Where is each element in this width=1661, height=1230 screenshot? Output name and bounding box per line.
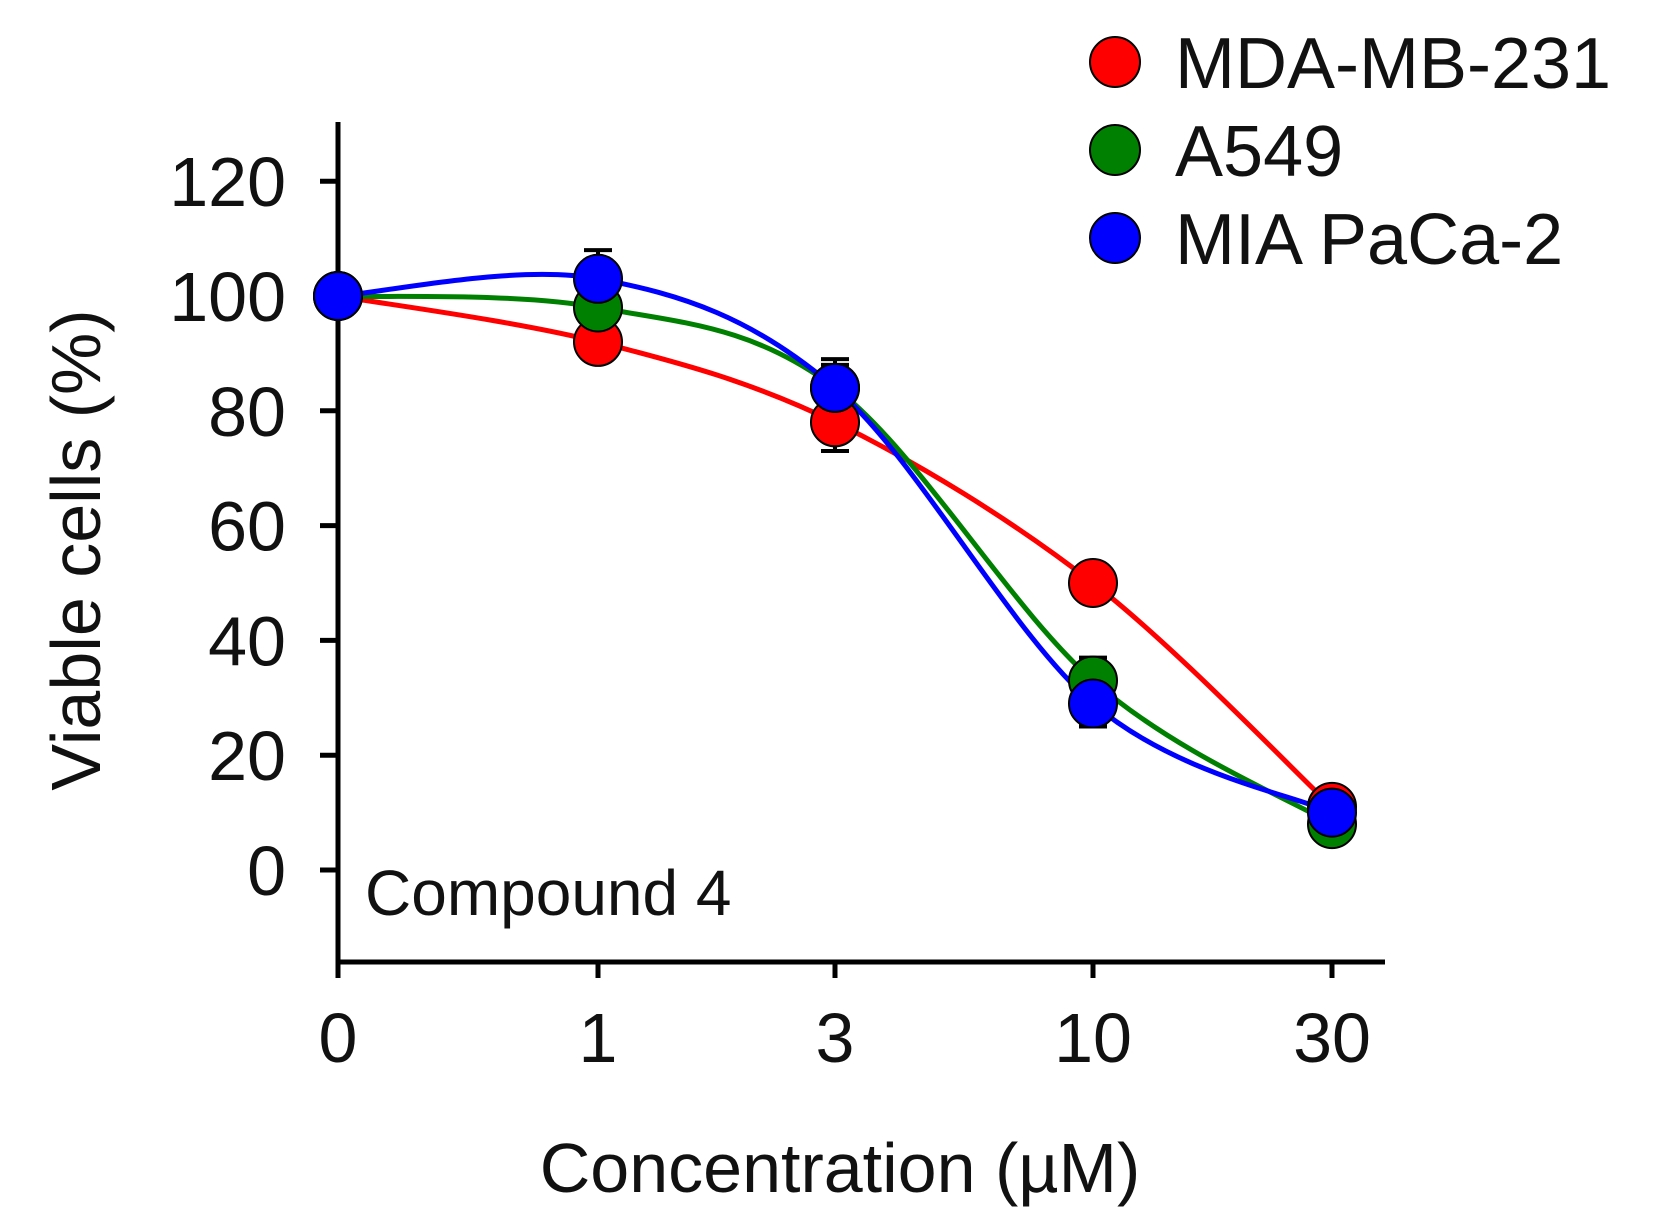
y-tick-label: 60 [208, 488, 286, 566]
chart-annotation: Compound 4 [365, 857, 731, 929]
legend-label: MIA PaCa-2 [1175, 200, 1563, 280]
y-tick-label: 40 [208, 602, 286, 680]
point-mia-paca-2 [1068, 678, 1118, 729]
y-tick-label: 100 [169, 258, 286, 336]
x-axis-title: Concentration (µM) [540, 1129, 1141, 1207]
point-mda-mb-231 [1068, 558, 1118, 608]
x-tick-label: 3 [816, 999, 855, 1077]
point-mia-paca-2 [573, 253, 623, 304]
point-mia-paca-2 [1307, 787, 1357, 838]
legend-marker [1089, 212, 1141, 264]
x-tick-label: 1 [579, 999, 618, 1077]
legend-label: A549 [1175, 112, 1343, 192]
y-ticks: 0 20 40 60 80 100 120 [169, 143, 338, 910]
x-ticks: 0 1 3 10 30 [319, 962, 1371, 1077]
x-tick-label: 0 [319, 999, 358, 1077]
y-tick-label: 20 [208, 717, 286, 795]
point-mia-paca-2 [810, 362, 860, 413]
y-tick-label: 0 [247, 832, 286, 910]
y-tick-label: 120 [169, 143, 286, 221]
x-tick-label: 10 [1054, 999, 1132, 1077]
data-points [313, 253, 1357, 850]
legend-label: MDA-MB-231 [1175, 24, 1611, 104]
legend-marker [1089, 36, 1141, 88]
y-axis-title: Viable cells (%) [37, 309, 115, 790]
y-tick-label: 80 [208, 373, 286, 451]
point-mia-paca-2 [313, 271, 363, 321]
curve-mia-paca-2 [337, 271, 1334, 815]
legend-marker [1089, 124, 1141, 176]
fitted-curves [337, 271, 1334, 827]
x-tick-label: 30 [1293, 999, 1371, 1077]
